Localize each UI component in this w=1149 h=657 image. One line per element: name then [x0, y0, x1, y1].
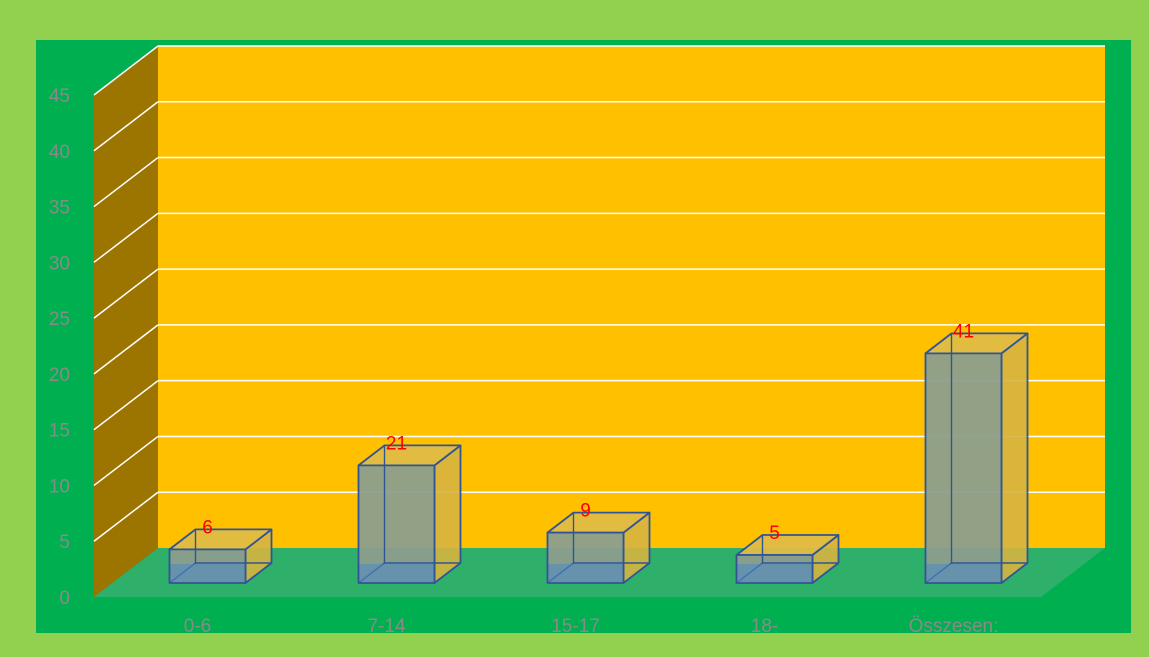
y-tick-label: 35	[49, 198, 70, 219]
x-tick-label: Összesen:	[909, 616, 999, 637]
bar	[546, 511, 651, 584]
bar	[924, 332, 1029, 584]
gridline-diagonal	[93, 45, 159, 96]
gridline-diagonal	[93, 435, 159, 487]
data-label: 5	[769, 523, 780, 544]
gridline-diagonal	[93, 491, 159, 542]
x-tick-label: 0-6	[184, 616, 211, 637]
y-tick-label: 5	[59, 532, 70, 553]
bar-side-face	[1000, 332, 1029, 584]
bar-base-tint	[548, 564, 623, 582]
data-label: 6	[202, 517, 213, 538]
bars	[168, 332, 1029, 584]
x-axis-ticks: 0-6 7-14 15-17 18- Összesen:	[184, 616, 999, 637]
data-label: 41	[953, 321, 974, 342]
y-tick-label: 45	[49, 86, 70, 107]
bar	[168, 528, 273, 584]
gridline-diagonal	[93, 212, 159, 263]
x-tick-label: 7-14	[367, 616, 405, 637]
y-tick-label: 40	[49, 142, 70, 163]
y-tick-label: 10	[49, 476, 70, 497]
gridline-diagonal	[93, 156, 159, 208]
bar-base-tint	[359, 564, 434, 582]
bar	[357, 444, 462, 584]
data-label: 21	[386, 433, 407, 454]
bar-base-tint	[170, 564, 245, 582]
gridline-diagonal	[93, 101, 159, 152]
bar-base-tint	[926, 564, 1001, 582]
side-wall	[94, 46, 158, 597]
x-tick-label: 15-17	[551, 616, 600, 637]
gridline-diagonal	[93, 380, 159, 431]
y-tick-label: 0	[59, 588, 70, 609]
y-tick-label: 30	[49, 253, 70, 274]
x-tick-label: 18-	[751, 616, 778, 637]
y-axis-ticks: 0 5 10 15 20 25 30 35 40 45	[49, 86, 70, 609]
bar	[735, 534, 840, 584]
data-label: 9	[580, 501, 591, 522]
data-labels: 6 21 9 5 41	[202, 321, 974, 544]
gridline-diagonal	[93, 268, 159, 319]
y-tick-label: 25	[49, 309, 70, 330]
bar-front-face	[924, 352, 1003, 584]
bar-base-tint	[737, 564, 812, 582]
y-tick-label: 15	[49, 421, 70, 442]
gridline-diagonal	[93, 324, 159, 375]
y-tick-label: 20	[49, 365, 70, 386]
back-wall	[158, 46, 1105, 548]
